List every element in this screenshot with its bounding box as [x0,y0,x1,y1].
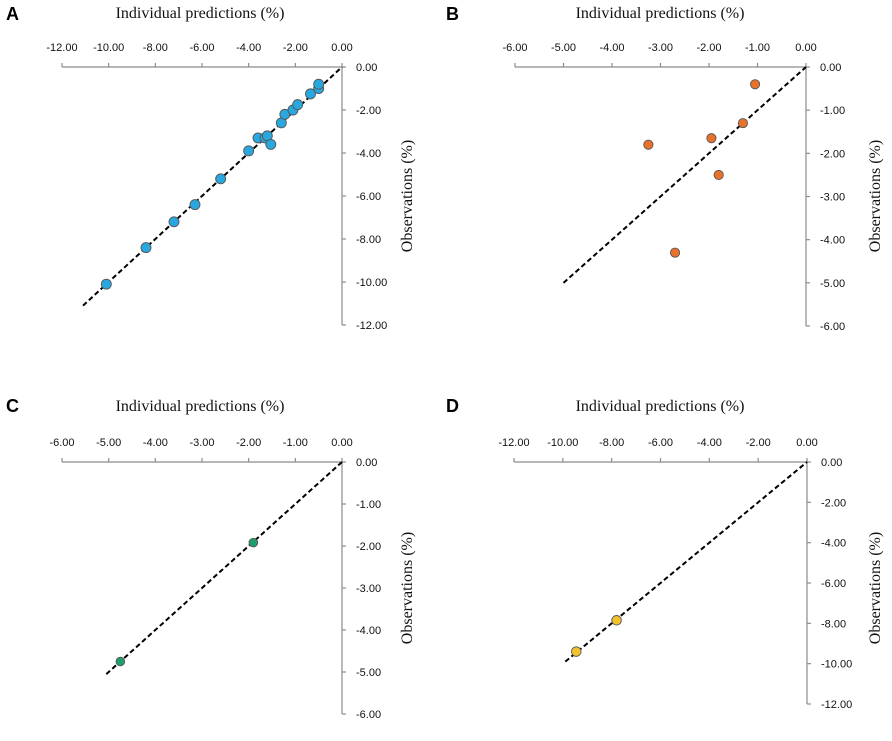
y-tick-label: -8.00 [821,618,846,630]
y-tick-label: -3.00 [356,583,381,595]
y-tick-label: 0.00 [356,457,377,469]
y-tick-label: -3.00 [820,192,845,204]
data-point [713,169,724,180]
data-point [100,278,112,290]
x-tick-label: -2.00 [696,42,721,54]
data-point [115,656,126,667]
x-tick-label: 0.00 [331,42,352,54]
data-point [292,99,304,111]
x-tick-label: -5.00 [96,437,121,449]
y-tick-label: -8.00 [356,234,381,246]
x-tick-label: -10.00 [93,42,124,54]
x-axis-title: Individual predictions (%) [116,398,285,415]
y-tick-label: 0.00 [821,457,842,469]
y-tick-label: 0.00 [356,62,377,74]
data-point [168,216,180,228]
y-tick-label: -2.00 [356,105,381,117]
y-tick-label: -1.00 [356,499,381,511]
y-tick-label: -6.00 [821,578,846,590]
data-point [706,133,717,144]
x-tick-label: -8.00 [143,42,168,54]
panel-letter-d: D [446,396,459,416]
x-axis-title: Individual predictions (%) [116,5,285,22]
y-tick-label: -4.00 [356,148,381,160]
data-point [750,79,761,90]
x-tick-label: 0.00 [795,42,816,54]
data-point [313,78,325,90]
x-axis-title: Individual predictions (%) [576,5,745,22]
identity-line [564,461,808,663]
panel-letter-b: B [446,4,459,24]
x-tick-label: -12.00 [46,42,77,54]
panel-c: C Individual predictions (%) Observation… [6,396,416,721]
panel-d: D Individual predictions (%) Observation… [446,396,884,711]
x-axis-title: Individual predictions (%) [576,398,745,415]
identity-line [562,66,807,284]
panel-letter-c: C [6,396,19,416]
x-tick-label: -12.00 [498,437,529,449]
data-point [215,173,227,185]
x-tick-label: 0.00 [796,437,817,449]
x-tick-label: -1.00 [283,437,308,449]
x-tick-label: -6.00 [49,437,74,449]
x-tick-label: -4.00 [236,42,261,54]
panel-b: B Individual predictions (%) Observation… [446,4,884,333]
x-tick-label: -3.00 [648,42,673,54]
y-tick-label: -10.00 [821,659,852,671]
y-tick-label: -2.00 [821,497,846,509]
y-axis-title: Observations (%) [399,532,416,644]
data-point [737,118,749,129]
y-tick-label: -6.00 [820,321,845,333]
x-tick-label: -2.00 [746,437,771,449]
data-point [670,247,681,258]
y-tick-label: 0.00 [820,62,841,74]
y-tick-label: -12.00 [821,699,852,711]
x-tick-label: -5.00 [551,42,576,54]
x-tick-label: -2.00 [236,437,261,449]
data-point [305,88,316,100]
data-point [571,646,582,657]
y-axis-title: Observations (%) [399,140,416,252]
panel-letter-a: A [6,4,19,24]
panel-a: A Individual predictions (%) Observation… [6,4,416,332]
x-tick-label: -4.00 [697,437,722,449]
identity-line [105,461,343,675]
y-axis-title: Observations (%) [867,532,884,644]
x-tick-label: -3.00 [189,437,214,449]
y-axis-title: Observations (%) [867,140,884,252]
x-tick-label: -10.00 [547,437,578,449]
x-tick-label: 0.00 [331,437,352,449]
data-point [140,242,152,254]
data-point [189,199,201,211]
y-tick-label: -4.00 [821,538,846,550]
y-tick-label: -2.00 [356,541,381,553]
x-tick-label: -6.00 [502,42,527,54]
y-tick-label: -1.00 [820,105,845,117]
data-point [611,615,622,626]
y-tick-label: -12.00 [356,320,387,332]
x-tick-label: -4.00 [143,437,168,449]
y-tick-label: -5.00 [356,667,381,679]
data-point [643,139,654,150]
identity-line [82,66,343,307]
x-tick-label: -6.00 [648,437,673,449]
data-point [248,537,259,548]
y-tick-label: -10.00 [356,277,387,289]
x-tick-label: -4.00 [599,42,624,54]
x-tick-label: -2.00 [283,42,308,54]
y-tick-label: -2.00 [820,148,845,160]
x-tick-label: -6.00 [189,42,214,54]
data-point [243,145,255,157]
y-tick-label: -5.00 [820,278,845,290]
x-tick-label: -8.00 [599,437,624,449]
y-tick-label: -6.00 [356,709,381,721]
y-tick-label: -4.00 [820,235,845,247]
data-point [265,138,277,150]
y-tick-label: -4.00 [356,625,381,637]
x-tick-label: -1.00 [745,42,770,54]
y-tick-label: -6.00 [356,191,381,203]
